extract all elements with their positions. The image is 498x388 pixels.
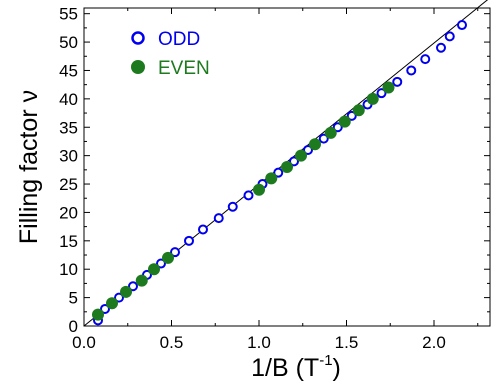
data-point-even xyxy=(92,308,104,321)
x-axis-title-close: ) xyxy=(333,354,341,382)
y-tick-label: 35 xyxy=(59,118,78,137)
x-tick-label: 0.0 xyxy=(72,333,96,352)
data-point-odd xyxy=(227,201,238,212)
y-tick-label: 5 xyxy=(69,289,78,308)
plot-area: 0.0 0.5 1.0 1.5 2.0 0 5 10 15 20 25 30 35 40 45 50 55 xyxy=(59,0,491,352)
y-tick-label: 30 xyxy=(59,147,78,166)
data-point-odd xyxy=(213,213,224,224)
x-tick-label: 0.5 xyxy=(160,333,184,352)
legend-odd-marker xyxy=(131,31,145,45)
y-tick-label: 50 xyxy=(59,33,78,52)
data-point-odd xyxy=(318,133,329,144)
data-point-even xyxy=(295,149,307,162)
y-tick-label: 0 xyxy=(69,317,78,336)
data-point-odd xyxy=(198,224,208,235)
y-tick-label: 15 xyxy=(59,232,78,251)
data-point-odd xyxy=(346,110,357,121)
data-point-odd xyxy=(243,190,254,201)
x-tick-label: 1.0 xyxy=(247,333,271,352)
data-point-even xyxy=(253,183,265,196)
x-tick-label: 2.0 xyxy=(422,333,446,352)
plot-frame xyxy=(83,7,491,327)
data-point-even xyxy=(382,81,395,94)
legend-even-marker xyxy=(131,60,145,74)
data-point-odd xyxy=(406,65,417,76)
data-point-odd xyxy=(444,31,455,42)
data-points-layer xyxy=(92,20,467,326)
data-point-even xyxy=(324,126,337,139)
y-tick-label: 10 xyxy=(59,260,78,279)
x-axis-title-superscript: -1 xyxy=(319,352,332,369)
y-tick-label: 45 xyxy=(59,61,78,80)
y-tick-label: 55 xyxy=(59,5,78,24)
x-tick-label: 1.5 xyxy=(335,333,359,352)
data-point-odd xyxy=(376,88,387,99)
data-point-odd xyxy=(128,281,138,292)
data-point-even xyxy=(106,297,118,310)
data-point-even xyxy=(309,138,321,151)
legend-even-label: EVEN xyxy=(158,58,210,79)
data-point-odd xyxy=(436,42,446,53)
y-tick-label: 20 xyxy=(59,203,78,222)
data-point-odd xyxy=(332,122,343,133)
y-tick-label: 40 xyxy=(59,90,78,109)
y-axis-title: Filling factor ν xyxy=(15,90,43,244)
data-point-even xyxy=(352,104,365,117)
data-point-odd xyxy=(457,20,467,31)
ticks-layer: 0.0 0.5 1.0 1.5 2.0 0 5 10 15 20 25 30 35 40 45 50 55 xyxy=(59,5,490,352)
data-point-odd xyxy=(420,54,431,65)
legend-odd-label: ODD xyxy=(158,29,200,50)
data-point-odd xyxy=(100,303,110,314)
data-point-odd xyxy=(273,167,284,178)
x-axis-title-main: 1/B (T xyxy=(251,354,319,382)
data-point-odd xyxy=(303,144,313,155)
data-point-even xyxy=(135,274,148,287)
data-point-even xyxy=(120,285,132,298)
x-axis-title: 1/B (T-1) xyxy=(251,352,341,382)
data-point-even xyxy=(281,161,293,173)
legend: ODD EVEN xyxy=(131,29,210,79)
data-point-even xyxy=(366,92,379,105)
data-point-odd xyxy=(392,76,403,87)
data-point-even xyxy=(265,172,278,185)
data-point-even xyxy=(338,115,351,128)
data-point-odd xyxy=(170,247,180,258)
data-point-odd xyxy=(114,292,124,303)
y-tick-label: 25 xyxy=(59,175,78,194)
data-point-odd xyxy=(156,258,166,269)
data-point-even xyxy=(148,263,160,276)
data-point-even xyxy=(162,251,174,264)
data-point-odd xyxy=(289,156,299,167)
data-point-odd xyxy=(184,235,194,246)
